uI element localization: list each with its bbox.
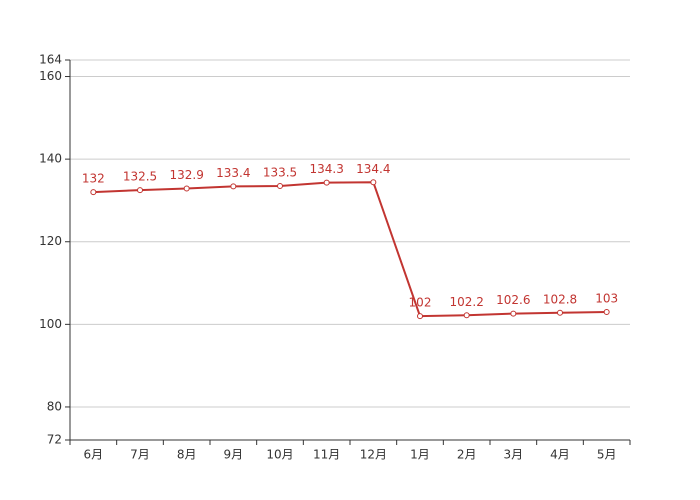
point [183,185,190,192]
y-tick-label: 140 [39,152,62,166]
y-tick-label: 100 [39,317,62,331]
x-tick-label: 4月 [550,448,570,462]
data-label: 132.5 [123,170,157,184]
point [557,309,563,316]
y-tick-label: 120 [39,234,62,248]
y-tick-label: 160 [39,69,62,83]
point [277,182,283,189]
data-label: 102.8 [543,292,577,306]
point [603,308,610,315]
data-label: 102.2 [449,295,483,309]
data-label: 132 [82,172,105,186]
data-label: 102 [409,296,432,310]
x-tick-label: 5月 [597,448,617,462]
x-tick-label: 11月 [313,448,340,462]
x-tick-label: 10月 [266,448,293,462]
data-label: 132.9 [169,168,203,182]
y-tick-label: 80 [47,399,62,413]
point [137,187,143,194]
x-tick-label: 3月 [504,448,524,462]
line [93,181,607,318]
x-tick-label: 8月 [177,448,197,462]
x-tick-label: 7月 [130,448,150,462]
point [90,189,97,196]
y-tick-label: 72 [47,433,62,447]
x-tick-label: 12月 [360,448,387,462]
data-label: 134.4 [356,162,390,176]
data-label: 103 [595,291,618,305]
point [323,179,330,186]
point [510,310,517,317]
x-tick-label: 9月 [224,448,244,462]
data-label: 102.6 [496,293,530,307]
y-tick-label: 164 [39,53,62,67]
data-label: 133.5 [263,165,297,179]
point [463,312,470,319]
point [230,183,237,190]
point [370,179,377,186]
x-tick-label: 1月 [410,448,430,462]
x-tick-label: 6月 [84,448,104,462]
data-label: 133.4 [216,166,250,180]
point [417,313,423,320]
x-tick-label: 2月 [457,448,477,462]
data-label: 134.3 [309,162,343,176]
